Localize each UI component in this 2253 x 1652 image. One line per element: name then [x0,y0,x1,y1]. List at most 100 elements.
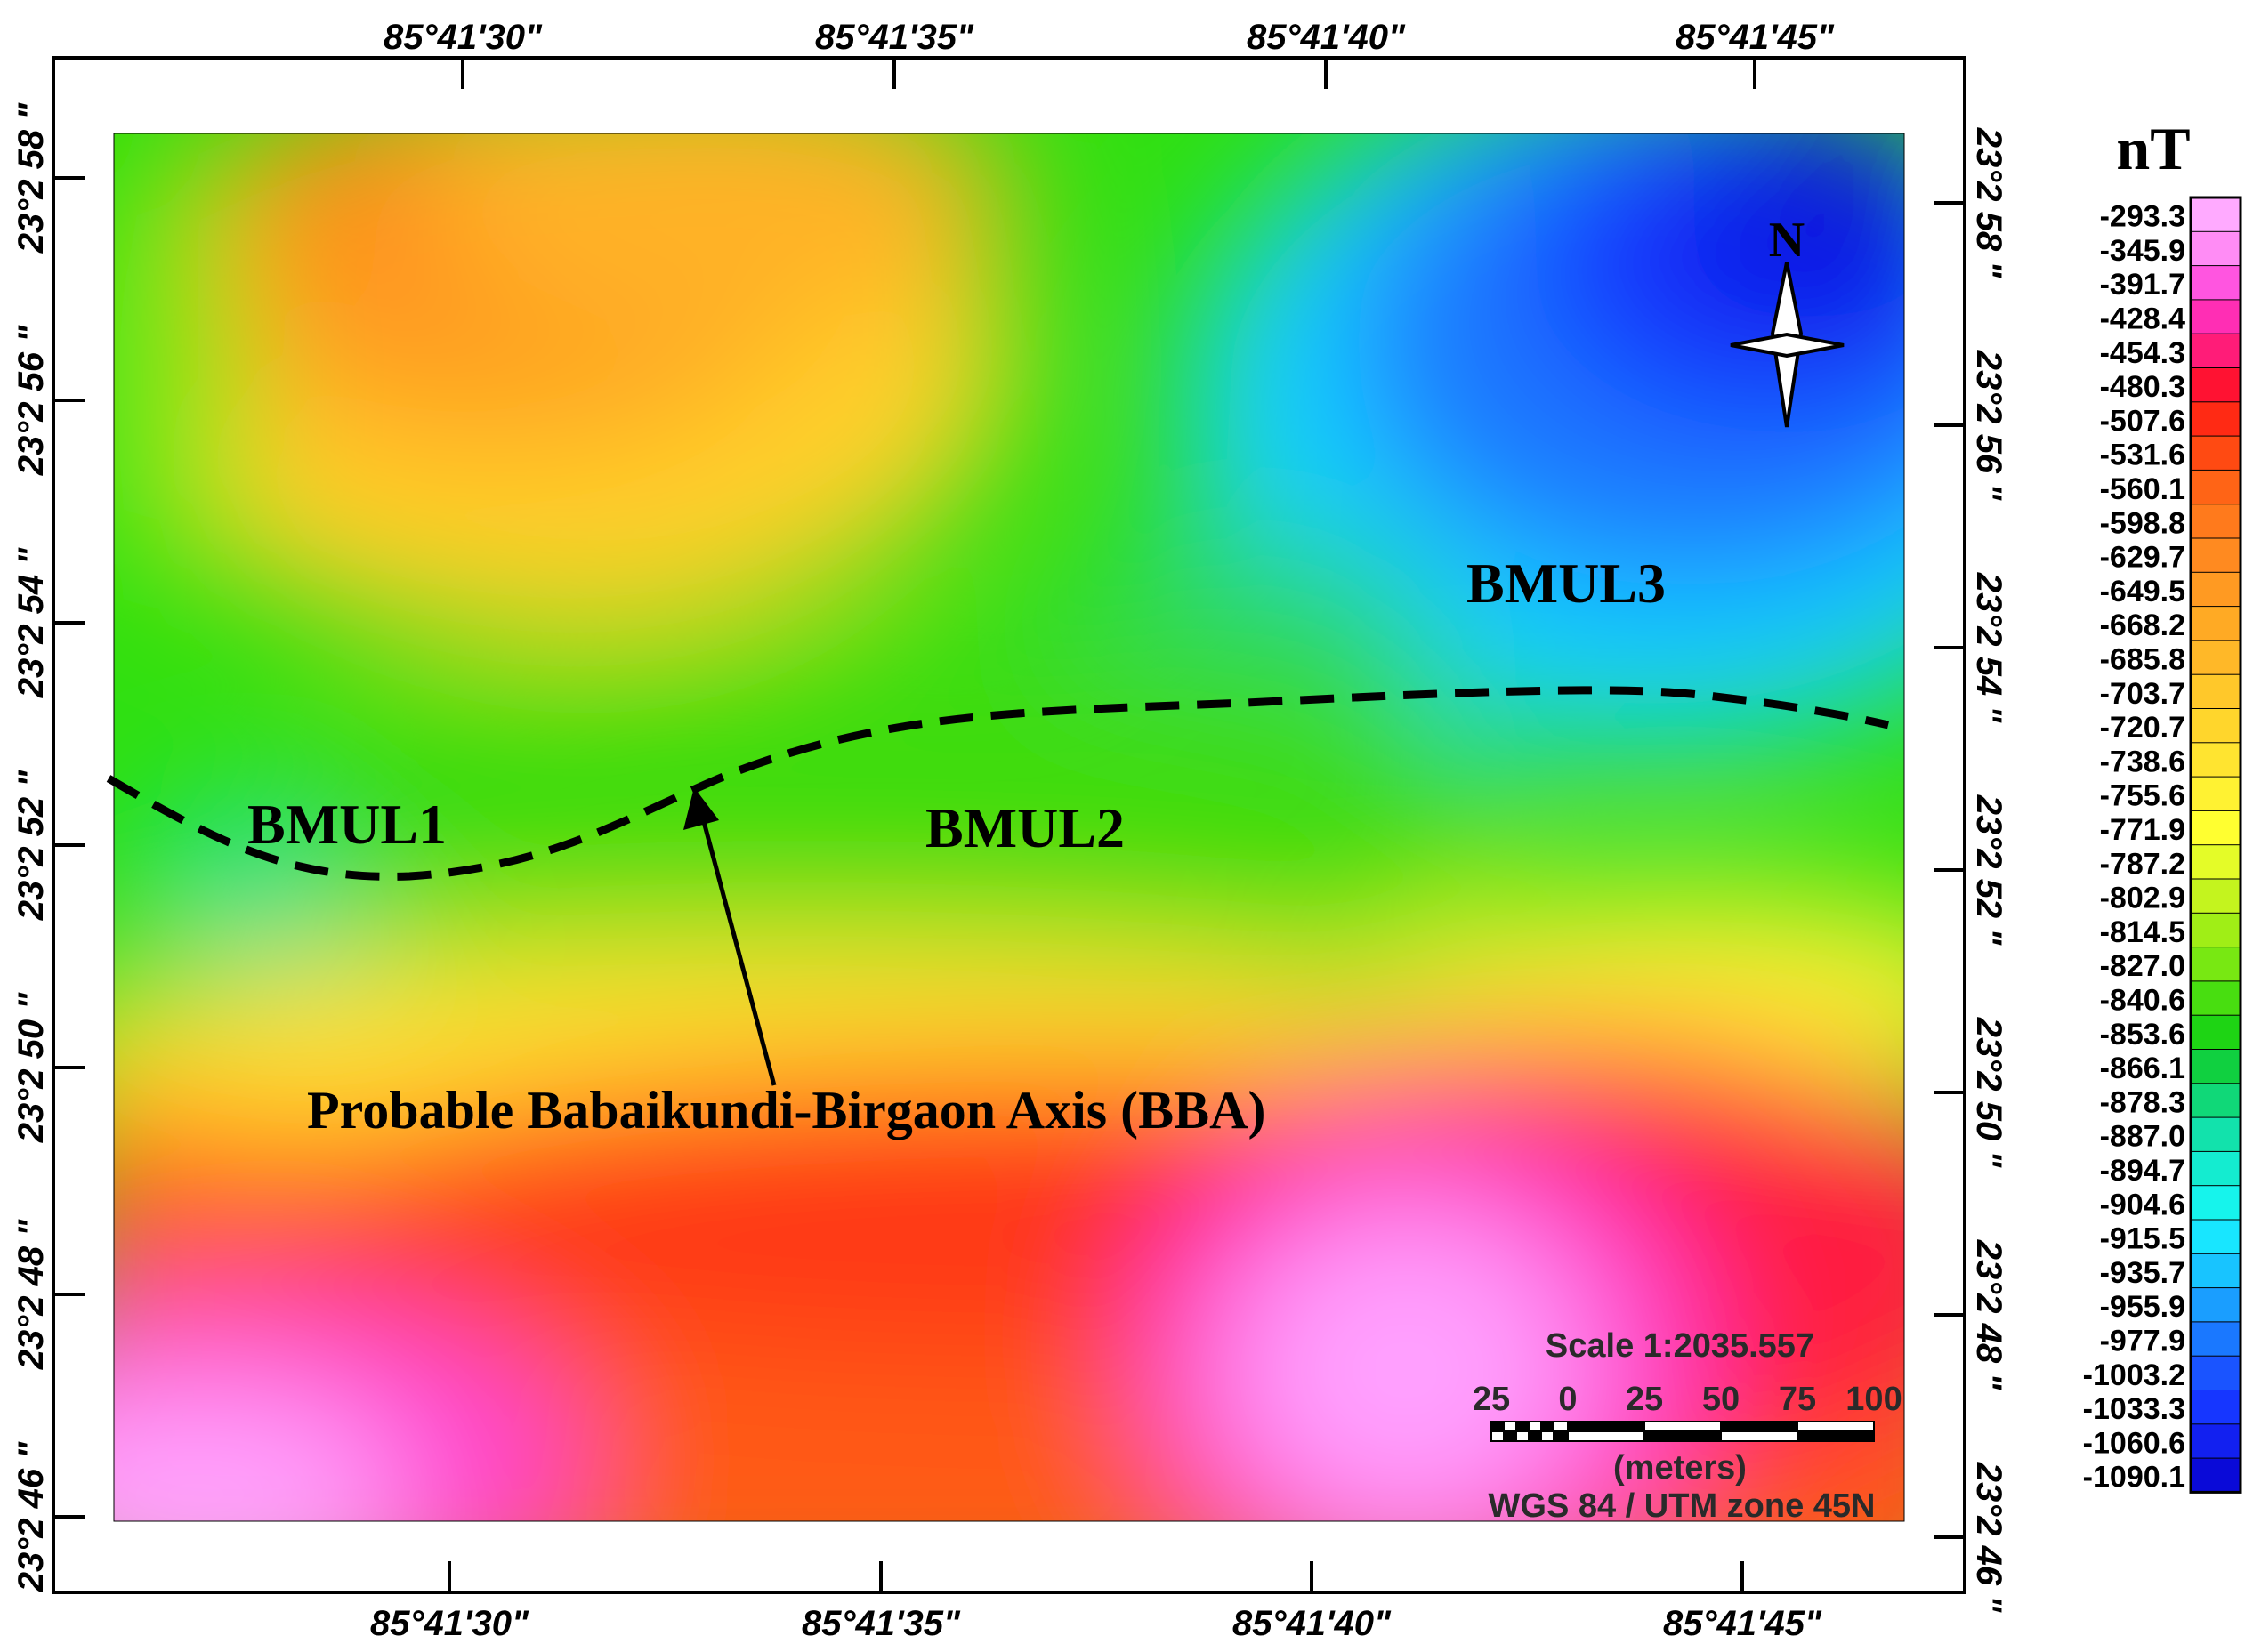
color-legend: nT -293.3-345.9-391.7-428.4-454.3-480.3-… [2083,115,2242,1495]
left-lat-label: 23°2 48 " [12,1219,51,1370]
legend-value-label: -391.7 [2100,268,2185,302]
legend-swatch [2190,1185,2241,1221]
legend-swatch [2190,640,2241,676]
legend-swatch [2190,673,2241,710]
legend-swatch [2190,435,2241,471]
legend-frame [2189,196,2242,1494]
legend-labels: -293.3-345.9-391.7-428.4-454.3-480.3-507… [2083,200,2185,1495]
legend-swatch [2190,1390,2241,1425]
legend-swatch [2190,469,2241,505]
top-lon-label: 85°41'30" [384,18,543,57]
right-lat-label: 23°2 54 " [1969,572,2008,723]
scale-bar: Scale 1:2035.557 25 0 25 50 75 100 (mete… [1473,1327,1902,1525]
bba-axis-annotation: Probable Babaikundi-Birgaon Axis (BBA) [307,1081,1265,1140]
bottom-longitude-labels: 85°41'30" 85°41'35" 85°41'40" 85°41'45" [370,1604,1822,1643]
zone-labels: BMUL1 BMUL2 BMUL3 [247,552,1666,859]
scale-projection: WGS 84 / UTM zone 45N [1489,1487,1876,1525]
svg-text:25: 25 [1626,1381,1663,1418]
legend-value-label: -293.3 [2100,200,2185,234]
legend-swatch [2190,980,2241,1017]
legend-value-label: -1090.1 [2083,1461,2185,1495]
legend-value-label: -649.5 [2100,575,2185,608]
legend-value-label: -629.7 [2100,541,2185,575]
legend-value-label: -771.9 [2100,813,2185,847]
legend-swatch [2190,1049,2241,1084]
legend-swatch [2190,1321,2241,1358]
legend-swatch [2190,265,2241,301]
legend-swatch [2190,912,2241,948]
legend-swatch [2190,1457,2241,1494]
legend-value-label: -480.3 [2100,370,2185,404]
legend-value-label: -904.6 [2100,1188,2185,1221]
zone-label-bmul3: BMUL3 [1466,552,1666,615]
legend-value-label: -853.6 [2100,1018,2185,1052]
legend-swatch [2190,367,2241,403]
legend-value-label: -668.2 [2100,608,2185,642]
bba-axis-dashed-line [106,686,1890,881]
legend-value-label: -1003.2 [2083,1358,2185,1392]
legend-value-label: -598.8 [2100,506,2185,540]
right-lat-label: 23°2 48 " [1969,1239,2008,1390]
legend-value-label: -560.1 [2100,472,2185,506]
svg-text:75: 75 [1779,1381,1816,1418]
scale-bar-graphic [1490,1421,1875,1442]
legend-value-label: -720.7 [2100,711,2185,745]
legend-swatch [2190,1287,2241,1323]
legend-unit: nT [2116,115,2190,182]
axis-arrow [683,787,777,1086]
legend-swatch [2190,1423,2241,1460]
scale-ticks: 25 0 25 50 75 100 [1473,1381,1902,1418]
right-lat-label: 23°2 58 " [1969,127,2008,278]
legend-swatch [2190,606,2241,641]
right-latitude-labels: 23°2 58 " 23°2 56 " 23°2 54 " 23°2 52 " … [1969,127,2008,1613]
legend-value-label: -703.7 [2100,677,2185,711]
right-lat-label: 23°2 52 " [1969,794,2008,946]
scale-title: Scale 1:2035.557 [1546,1327,1814,1365]
left-lat-label: 23°2 46 " [12,1441,51,1592]
legend-value-label: -738.6 [2100,745,2185,778]
legend-swatch [2190,1116,2241,1153]
legend-swatch [2190,878,2241,915]
legend-swatch [2190,844,2241,881]
anomaly-map-area [114,133,1904,1521]
left-lat-label: 23°2 50 " [12,992,51,1143]
legend-swatch [2190,197,2241,233]
legend-value-label: -507.6 [2100,404,2185,438]
legend-value-label: -755.6 [2100,779,2185,813]
left-lat-label: 23°2 56 " [12,325,51,476]
legend-swatches [2189,196,2242,1494]
right-lat-label: 23°2 50 " [1969,1017,2008,1168]
svg-text:100: 100 [1845,1381,1902,1418]
legend-swatch [2190,401,2241,438]
legend-swatch [2190,537,2241,574]
legend-value-label: -935.7 [2100,1256,2185,1290]
bottom-lon-label: 85°41'45" [1663,1604,1822,1643]
bottom-lon-label: 85°41'30" [370,1604,529,1643]
legend-value-label: -878.3 [2100,1085,2185,1119]
legend-value-label: -977.9 [2100,1324,2185,1358]
left-latitude-labels: 23°2 58 " 23°2 56 " 23°2 54 " 23°2 52 " … [12,102,51,1592]
legend-value-label: -955.9 [2100,1290,2185,1324]
svg-text:50: 50 [1702,1381,1740,1418]
frame-ticks [53,58,1965,1592]
legend-swatch [2190,708,2241,744]
legend-swatch [2190,333,2241,369]
legend-value-label: -1060.6 [2083,1426,2185,1460]
north-label: N [1769,213,1805,268]
legend-value-label: -866.1 [2100,1052,2185,1085]
legend-swatch [2190,1083,2241,1119]
legend-swatch [2190,1355,2241,1391]
legend-swatch [2190,1253,2241,1289]
left-lat-label: 23°2 58 " [12,102,51,254]
legend-swatch [2190,230,2241,267]
legend-value-label: -840.6 [2100,983,2185,1017]
legend-value-label: -787.2 [2100,847,2185,881]
svg-text:0: 0 [1558,1381,1577,1418]
right-lat-label: 23°2 46 " [1969,1462,2008,1613]
legend-value-label: -345.9 [2100,234,2185,268]
bottom-lon-label: 85°41'35" [802,1604,961,1643]
legend-value-label: -454.3 [2100,336,2185,370]
legend-value-label: -802.9 [2100,882,2185,915]
legend-swatch [2190,742,2241,778]
